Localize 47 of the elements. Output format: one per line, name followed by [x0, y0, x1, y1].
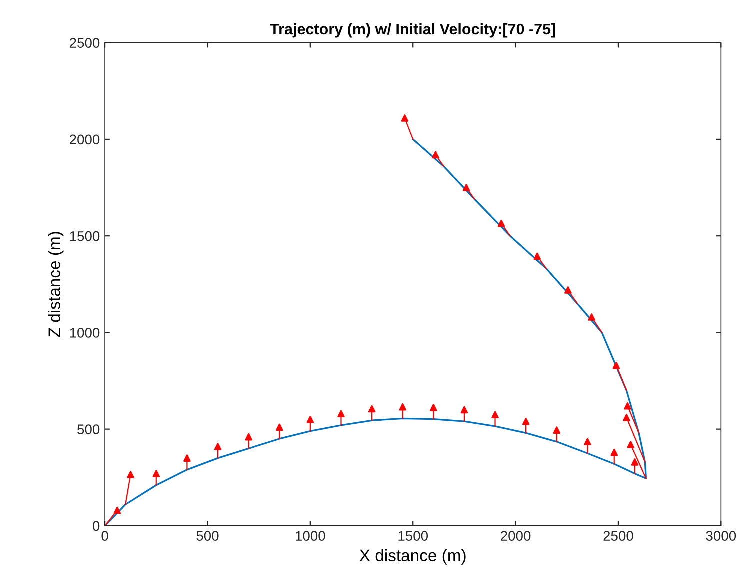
point: [631, 458, 639, 466]
point: [430, 404, 438, 412]
x-axis-title: X distance (m): [360, 549, 466, 565]
point: [114, 506, 122, 514]
point: [522, 418, 530, 426]
x-tick-label: 3000: [706, 531, 736, 542]
point: [627, 441, 634, 448]
y-tick-label: 2500: [70, 38, 100, 48]
point: [553, 426, 561, 434]
point: [276, 424, 284, 432]
x-tick-label: 2500: [604, 531, 634, 542]
point: [127, 471, 134, 478]
point: [399, 403, 406, 411]
point: [401, 114, 409, 122]
y-axis-title: Z distance (m): [48, 232, 64, 338]
point: [462, 184, 470, 192]
point: [214, 443, 222, 450]
point: [306, 416, 314, 424]
point: [338, 410, 345, 418]
x-tick-label: 500: [196, 531, 219, 542]
line-series: [105, 138, 648, 526]
point: [184, 454, 191, 462]
point: [368, 405, 376, 413]
point: [460, 406, 468, 414]
point: [564, 286, 572, 294]
point: [624, 402, 632, 410]
point: [492, 411, 499, 418]
point: [610, 448, 618, 456]
chart-title: Trajectory (m) w/ Initial Velocity:[70 -75]: [270, 23, 556, 38]
point: [623, 414, 630, 422]
point: [534, 252, 541, 260]
y-tick-label: 1000: [70, 328, 100, 338]
x-tick-label: 2000: [501, 531, 531, 542]
x-tick-label: 1000: [296, 531, 326, 542]
point: [432, 151, 440, 159]
point: [152, 470, 160, 478]
y-tick-label: 1500: [70, 231, 100, 242]
x-tick-label: 0: [102, 531, 108, 542]
point: [588, 314, 596, 321]
point: [584, 438, 592, 446]
y-tick-label: 0: [93, 521, 100, 532]
x-tick-label: 1500: [398, 531, 428, 542]
point: [498, 220, 506, 228]
y-tick-label: 500: [78, 424, 100, 434]
point: [612, 362, 620, 370]
point: [245, 433, 252, 441]
y-tick-label: 2000: [70, 134, 100, 145]
